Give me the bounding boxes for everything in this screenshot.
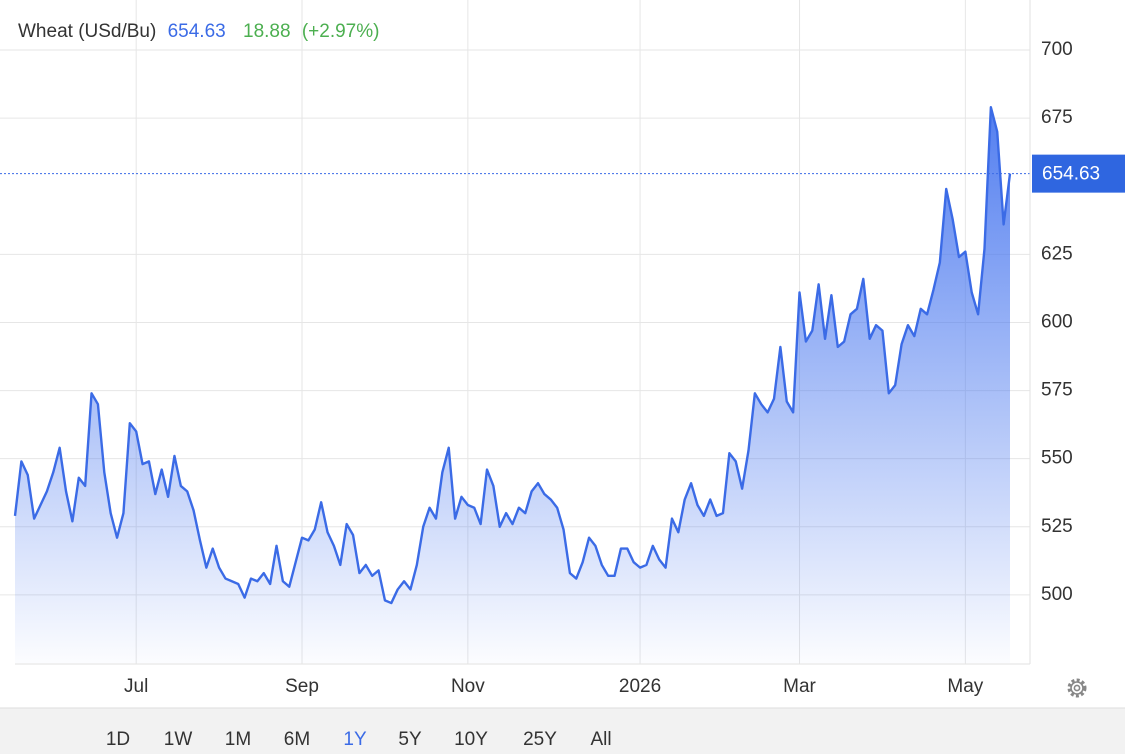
x-tick-label: Sep [285,676,319,697]
x-tick-label: Nov [451,676,485,697]
range-bar [0,708,1125,754]
header: Wheat (USd/Bu) 654.63 18.88 (+2.97%) [18,21,379,42]
last-price-box [1032,154,1125,193]
y-tick-label: 550 [1041,448,1073,469]
y-tick-label: 600 [1041,311,1073,332]
x-tick-label: Mar [783,676,816,697]
range-button[interactable]: 10Y [454,729,488,750]
y-tick-label: 700 [1041,39,1073,60]
x-tick-label: 2026 [619,676,661,697]
range-button[interactable]: 1D [106,729,130,750]
range-button[interactable]: 1M [225,729,251,750]
range-button[interactable]: All [590,729,611,750]
x-tick-label: Jul [124,676,148,697]
range-button[interactable]: 1W [164,729,193,750]
y-tick-label: 575 [1041,380,1073,401]
y-tick-label: 500 [1041,584,1073,605]
y-tick-label: 625 [1041,243,1073,264]
range-button[interactable]: 5Y [398,729,422,750]
chart-title: Wheat (USd/Bu) [18,21,156,42]
y-tick-label: 525 [1041,516,1073,537]
area [15,107,1010,663]
range-button[interactable]: 25Y [523,729,557,750]
x-tick-label: May [947,676,983,697]
last-price: 654.63 [168,21,226,42]
change: 18.88 [243,21,291,42]
range-button[interactable]: 1Y [343,729,367,750]
range-button[interactable]: 6M [284,729,310,750]
change-percent: (+2.97%) [302,21,380,42]
y-tick-label: 675 [1041,107,1073,128]
settings-icon[interactable] [1067,678,1087,698]
price-line [13,106,1012,605]
last-price-label: 654.63 [1042,164,1100,185]
